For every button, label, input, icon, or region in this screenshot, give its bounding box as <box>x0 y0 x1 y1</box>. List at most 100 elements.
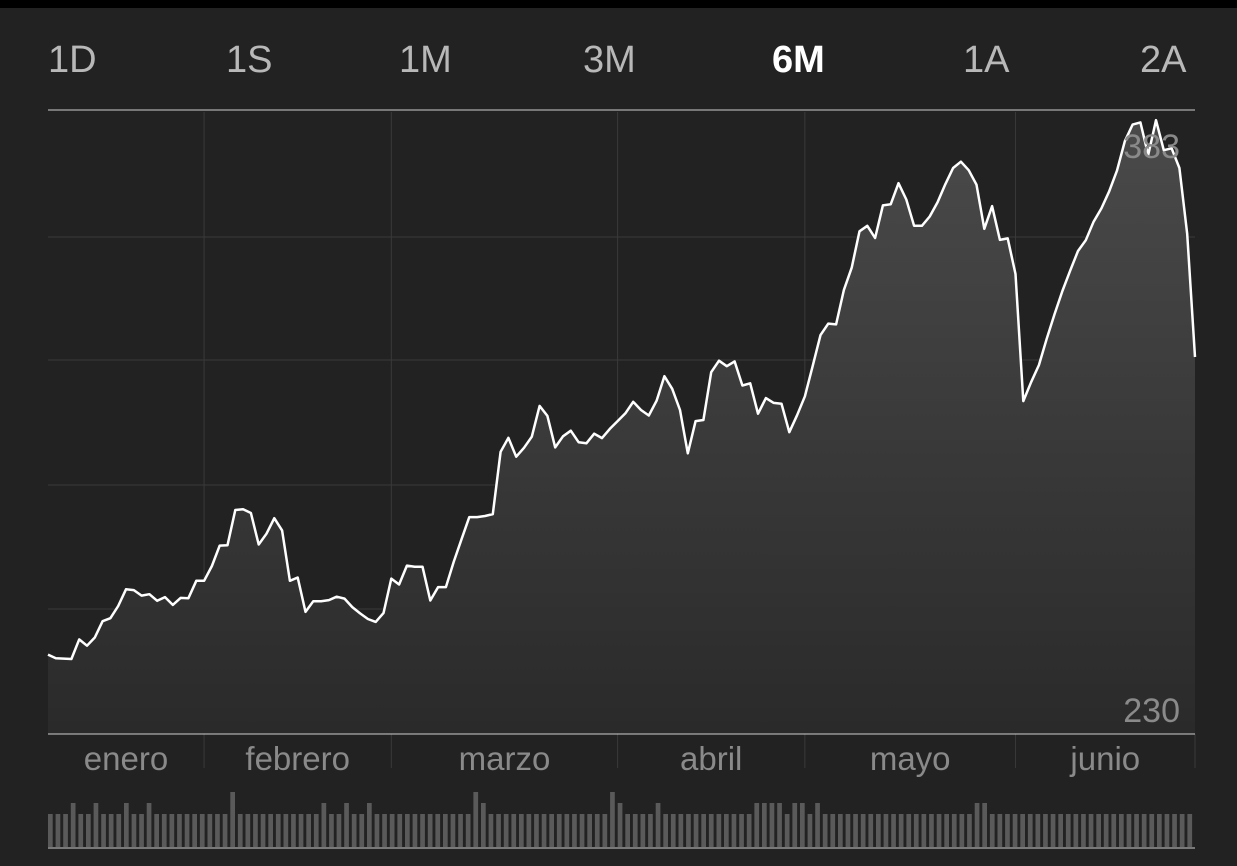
volume-bar <box>389 814 395 847</box>
tab-3m[interactable]: 3M <box>583 39 636 81</box>
volume-bar <box>496 814 501 847</box>
volume-bar <box>78 814 84 847</box>
month-label: junio <box>1069 740 1140 777</box>
volume-bar <box>594 814 600 847</box>
volume-bar <box>891 814 896 847</box>
volume-bar <box>260 814 266 847</box>
volume-bar <box>762 803 767 847</box>
volume-bar <box>739 814 744 847</box>
volume-bar <box>989 814 995 847</box>
volume-bar <box>405 814 410 847</box>
volume-bar <box>777 803 782 847</box>
volume-bar <box>329 814 334 847</box>
tab-1a[interactable]: 1A <box>963 39 1010 81</box>
volume-bar <box>587 814 592 847</box>
volume-bar <box>1027 814 1033 847</box>
tab-2a[interactable]: 2A <box>1140 39 1187 81</box>
volume-bar <box>1126 814 1132 847</box>
volume-bar <box>1164 814 1170 847</box>
volume-bar <box>807 814 813 847</box>
volume-bar <box>1005 814 1010 847</box>
volume-bar <box>838 814 843 847</box>
volume-bar <box>974 803 980 847</box>
volume-bar <box>1134 814 1139 847</box>
volume-bar <box>124 803 129 847</box>
volume-bar <box>967 814 972 847</box>
volume-bar <box>830 814 836 847</box>
volume-bar <box>245 814 251 847</box>
volume-bar <box>701 814 706 847</box>
volume-bar <box>298 814 304 847</box>
volume-bar <box>199 814 205 847</box>
tab-6m[interactable]: 6M <box>772 39 825 81</box>
volume-bar <box>822 814 828 847</box>
volume-bar <box>344 803 349 847</box>
price-line <box>47 118 1197 661</box>
volume-bar <box>177 814 182 847</box>
volume-bar <box>845 814 851 847</box>
volume-bar <box>1065 814 1071 847</box>
volume-bar <box>617 803 623 847</box>
volume-bar <box>93 803 99 847</box>
volume-bar <box>906 814 912 847</box>
volume-bar <box>313 814 319 847</box>
volume-bar <box>253 814 258 847</box>
month-label: marzo <box>459 740 551 777</box>
volume-bar <box>511 814 517 847</box>
volume-bar <box>351 814 357 847</box>
volume-bar <box>1073 814 1079 847</box>
volume-bar <box>184 814 190 847</box>
volume-bar <box>291 814 296 847</box>
volume-bar <box>443 814 448 847</box>
volume-bar <box>678 814 684 847</box>
volume-bar <box>686 814 691 847</box>
volume-bar <box>1103 814 1109 847</box>
month-label: enero <box>84 740 168 777</box>
volume-bar <box>359 814 365 847</box>
volume-bar <box>670 814 676 847</box>
price-area <box>48 120 1195 734</box>
volume-bar <box>161 814 167 847</box>
volume-bar <box>230 792 235 847</box>
volume-bar <box>602 814 608 847</box>
volume-bar <box>572 814 577 847</box>
volume-bar <box>815 803 820 847</box>
volume-bar <box>632 814 638 847</box>
volume-bar <box>1050 814 1056 847</box>
volume-bar <box>868 814 874 847</box>
volume-bar <box>754 803 760 847</box>
volume-bar <box>420 814 425 847</box>
volume-bar <box>154 814 159 847</box>
volume-bar <box>1141 814 1147 847</box>
tab-1d[interactable]: 1D <box>48 39 97 81</box>
volume-bar <box>708 814 714 847</box>
volume-bar <box>853 814 858 847</box>
volume-bar <box>549 814 554 847</box>
volume-bar <box>944 814 949 847</box>
volume-bar <box>1119 814 1124 847</box>
volume-bar <box>1020 814 1025 847</box>
volume-bar <box>237 814 243 847</box>
volume-bar <box>982 803 987 847</box>
volume-bar <box>1081 814 1086 847</box>
volume-bar <box>1157 814 1162 847</box>
volume-bars <box>48 792 1193 847</box>
volume-bar <box>1035 814 1041 847</box>
volume-bar <box>913 814 919 847</box>
volume-bar <box>412 814 418 847</box>
volume-bar <box>541 814 547 847</box>
tab-1s[interactable]: 1S <box>226 39 273 81</box>
volume-bar <box>374 814 380 847</box>
volume-bar <box>48 814 53 847</box>
volume-bar <box>883 814 889 847</box>
month-label: febrero <box>245 740 350 777</box>
volume-bar <box>131 814 137 847</box>
volume-bar <box>564 814 570 847</box>
volume-bar <box>268 814 273 847</box>
volume-bar <box>936 814 942 847</box>
y-min-label: 230 <box>1123 692 1180 730</box>
tab-1m[interactable]: 1M <box>399 39 452 81</box>
volume-bar <box>959 814 965 847</box>
volume-bar <box>746 814 752 847</box>
